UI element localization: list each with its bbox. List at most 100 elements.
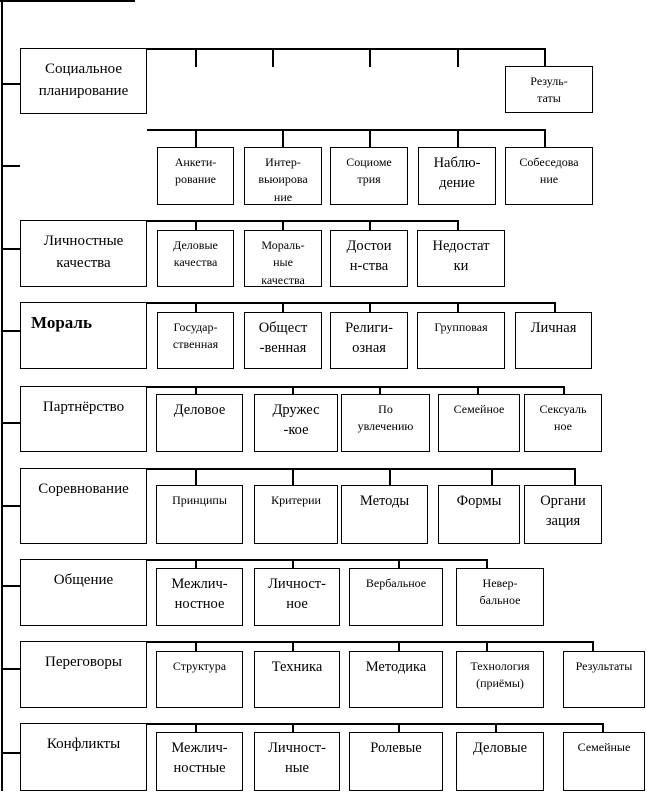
category-box: Личностные качества: [20, 220, 147, 287]
branch-tick: [369, 48, 371, 67]
branch-tick: [457, 129, 459, 147]
top-rule: [0, 0, 135, 2]
branch-bar: [147, 641, 592, 643]
branch-tick: [379, 386, 381, 394]
branch-tick: [195, 723, 197, 732]
branch-tick: [602, 723, 604, 732]
branch-tick: [282, 220, 284, 230]
subcategory-box: Личная: [515, 312, 592, 369]
spine-connector: [1, 668, 20, 670]
spine-connector: [1, 422, 20, 424]
subcategory-box: Личност- ное: [254, 568, 340, 626]
subcategory-box: Религи- озная: [330, 312, 408, 369]
branch-tick: [282, 129, 284, 147]
branch-tick: [544, 48, 546, 66]
category-box: Социальное планирование: [20, 48, 147, 114]
branch-tick: [544, 129, 546, 147]
branch-tick: [282, 302, 284, 312]
branch-tick: [195, 641, 197, 651]
branch-bar: [147, 129, 544, 131]
branch-tick: [398, 641, 400, 651]
subcategory-box: Принципы: [156, 485, 243, 544]
branch-tick: [195, 386, 197, 394]
category-box: Общение: [20, 559, 147, 626]
subcategory-box: Семейные: [563, 732, 645, 791]
subcategory-box: Методы: [341, 485, 428, 544]
branch-tick: [495, 723, 497, 732]
spine-connector: [1, 165, 20, 167]
branch-tick: [195, 302, 197, 312]
branch-bar: [147, 723, 602, 725]
branch-bar: [147, 386, 563, 388]
subcategory-box: Государ- ственная: [157, 312, 234, 369]
subcategory-box: Наблю- дение: [418, 147, 496, 205]
subcategory-box: Результаты: [563, 651, 645, 708]
branch-tick: [477, 386, 479, 394]
subcategory-box: Межлич- ностные: [156, 732, 243, 791]
subcategory-box: Дружес -кое: [254, 394, 338, 452]
branch-tick: [592, 641, 594, 651]
branch-tick: [369, 302, 371, 312]
branch-bar: [147, 468, 574, 470]
spine: [1, 1, 3, 791]
spine-connector: [1, 330, 20, 332]
branch-bar: [147, 302, 554, 304]
branch-tick: [369, 220, 371, 230]
branch-tick: [486, 559, 488, 568]
branch-tick: [292, 386, 294, 394]
subcategory-box: Деловое: [156, 394, 243, 452]
subcategory-box: Семейное: [438, 394, 520, 452]
branch-tick: [398, 723, 400, 732]
category-box: Конфликты: [20, 723, 147, 791]
subcategory-box: Сексуаль ное: [524, 394, 602, 452]
subcategory-box: Формы: [438, 485, 520, 544]
subcategory-box: Ролевые: [349, 732, 443, 791]
branch-tick: [486, 641, 488, 651]
branch-tick: [369, 129, 371, 147]
branch-bar: [147, 48, 544, 50]
subcategory-box: Достои н-ства: [330, 230, 408, 287]
subcategory-box: Резуль- таты: [505, 66, 593, 113]
branch-tick: [491, 468, 493, 485]
subcategory-box: Интер- вьюирова ние: [244, 147, 322, 205]
subcategory-box: Критерии: [254, 485, 338, 544]
branch-bar: [147, 559, 486, 561]
subcategory-box: Вербальное: [349, 568, 443, 626]
subcategory-box: Собеседова ние: [505, 147, 593, 205]
branch-tick: [272, 48, 274, 67]
subcategory-box: Недостат ки: [417, 230, 505, 287]
branch-tick: [195, 129, 197, 147]
spine-connector: [1, 505, 20, 507]
subcategory-box: Невер- бальное: [456, 568, 544, 626]
branch-tick: [292, 723, 294, 732]
category-box: Соревнование: [20, 468, 147, 544]
subcategory-box: Деловые: [456, 732, 544, 791]
branch-tick: [457, 302, 459, 312]
branch-tick: [563, 386, 565, 394]
category-box: Мораль: [20, 302, 147, 369]
subcategory-box: Методика: [349, 651, 443, 708]
subcategory-box: По увлечению: [341, 394, 430, 452]
branch-tick: [574, 468, 576, 485]
branch-tick: [292, 468, 294, 485]
branch-tick: [195, 559, 197, 568]
spine-connector: [1, 585, 20, 587]
subcategory-box: Групповая: [417, 312, 505, 369]
subcategory-box: Техника: [254, 651, 340, 708]
branch-bar: [147, 220, 457, 222]
spine-connector: [1, 752, 20, 754]
category-box: Партнёрство: [20, 386, 147, 452]
category-box: Переговоры: [20, 641, 147, 708]
branch-tick: [457, 220, 459, 230]
branch-tick: [554, 302, 556, 312]
branch-tick: [292, 641, 294, 651]
branch-tick: [195, 220, 197, 230]
subcategory-box: Межлич- ностное: [156, 568, 243, 626]
branch-tick: [195, 48, 197, 67]
branch-tick: [195, 468, 197, 485]
subcategory-box: Анкети- рование: [157, 147, 234, 205]
subcategory-box: Деловые качества: [157, 230, 234, 287]
spine-connector: [1, 248, 20, 250]
branch-tick: [292, 559, 294, 568]
subcategory-box: Мораль- ные качества: [244, 230, 322, 287]
